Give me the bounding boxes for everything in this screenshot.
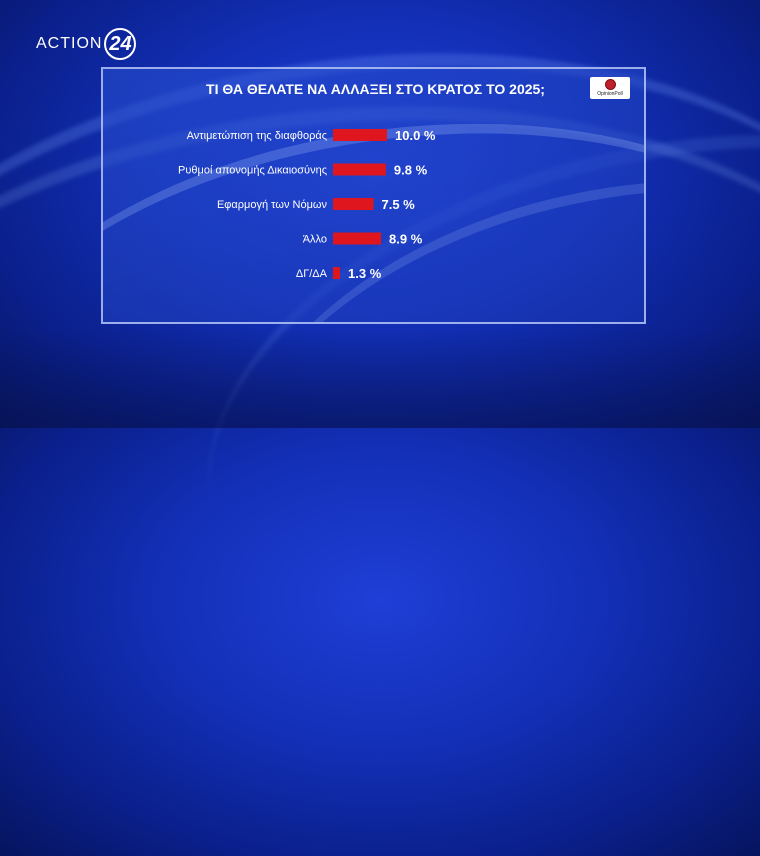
bar-chart: Αντιμετώπιση της διαφθοράς 10.0 % Ρυθμοί α… xyxy=(178,128,436,281)
bar xyxy=(333,198,374,210)
category-label: Ρυθμοί απονομής Δικαιοσύνης xyxy=(178,165,327,177)
chart-title: ΤΙ ΘΑ ΘΕΛΑΤΕ ΝΑ ΑΛΛΑΞΕΙ ΣΤΟ ΚΡΑΤΟΣ ΤΟ 20… xyxy=(206,81,545,97)
value-label: 9.8 % xyxy=(394,163,428,178)
opinionpoll-logo-icon xyxy=(604,79,616,90)
bar xyxy=(333,163,386,176)
value-label: 7.5 % xyxy=(382,197,416,212)
category-label: Άλλο xyxy=(303,234,327,246)
chart-panel: ΤΙ ΘΑ ΘΕΛΑΤΕ ΝΑ ΑΛΛΑΞΕΙ ΣΤΟ ΚΡΑΤΟΣ ΤΟ 20… xyxy=(101,67,646,324)
value-label: 8.9 % xyxy=(389,232,423,247)
logo-number: 24 xyxy=(104,28,137,60)
bar xyxy=(333,232,382,245)
channel-logo: ACTION 24 xyxy=(36,28,137,60)
value-label: 10.0 % xyxy=(395,128,436,143)
category-label: Αντιμετώπιση της διαφθοράς xyxy=(187,130,327,142)
value-label: 1.3 % xyxy=(348,266,382,281)
bar xyxy=(333,267,341,279)
pollster-name: OpinionPoll xyxy=(597,91,623,97)
bar xyxy=(333,129,387,141)
pollster-badge: OpinionPoll xyxy=(590,77,630,99)
background-floor xyxy=(0,330,760,428)
category-label: ΔΓ/ΔΑ xyxy=(296,268,328,280)
logo-text: ACTION xyxy=(36,35,103,52)
category-label: Εφαρμογή των Νόμων xyxy=(217,199,328,211)
